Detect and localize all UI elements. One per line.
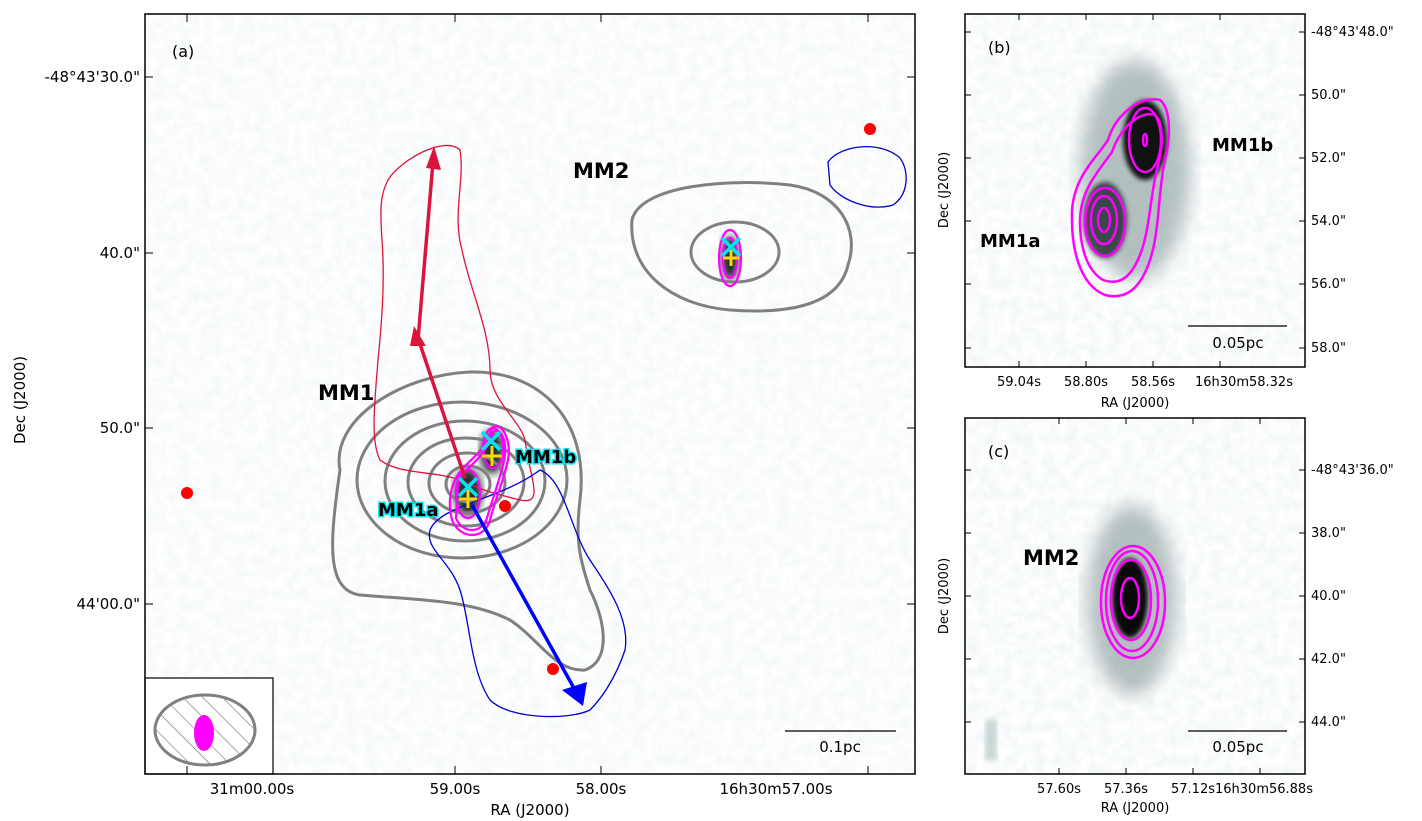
panel-b-xlabel: RA (J2000)	[1101, 396, 1170, 411]
panel-a-noise	[145, 14, 915, 774]
panel-b-y-tick-4: 56.0"	[1311, 277, 1346, 292]
panel-c-x-tick-1: 57.36s	[1104, 782, 1148, 797]
label-mm1b: MM1b	[515, 447, 576, 468]
panel-b-y-tick-5: 58.0"	[1311, 341, 1346, 356]
position-markers	[457, 236, 742, 508]
panel-b-x-tick-2: 58.56s	[1131, 375, 1175, 390]
panel-b-label-mm1a: MM1a	[980, 231, 1041, 252]
panel-a-y-tick-3: 44'00.0"	[76, 595, 140, 613]
panel-a-y-tick-labels: -48°43'30.0" 40.0" 50.0" 44'00.0"	[44, 68, 140, 613]
panel-c-dust-emission	[985, 505, 1177, 760]
panel-b-ticks	[965, 14, 1305, 367]
blue-lobe-contour-2	[827, 146, 907, 208]
panel-c-magenta-contours	[1099, 544, 1167, 660]
panel-a-gray-contours	[331, 370, 605, 672]
blue-lobe-contour	[428, 469, 627, 718]
panel-b-x-tick-0: 59.04s	[997, 375, 1041, 390]
panel-b-y-tick-1: 50.0"	[1311, 88, 1346, 103]
panel-c-label-mm2: MM2	[1023, 546, 1079, 570]
panel-c-x-tick-2: 57.12s	[1171, 782, 1215, 797]
panel-a-x-tick-0: 31m00.00s	[210, 780, 295, 798]
mm1-gray-contour-3	[383, 419, 547, 543]
panel-b-frame	[964, 13, 1306, 368]
panel-c-ticks	[965, 418, 1305, 774]
mm2-gray-contour-1	[630, 181, 853, 313]
panel-a-scalebar-label: 0.1pc	[819, 738, 861, 756]
mm1-gray-contour-2	[355, 400, 569, 560]
panel-a-xlabel: RA (J2000)	[490, 801, 569, 819]
panel-a-label: (a)	[172, 42, 194, 61]
mm1-gray-contour-1	[331, 370, 605, 672]
panel-c-y-tick-4: 44.0"	[1311, 715, 1346, 730]
panel-c-ylabel: Dec (J2000)	[937, 558, 952, 634]
label-mm1a: MM1a	[378, 500, 439, 521]
panel-b-label: (b)	[988, 38, 1011, 57]
panel-a-x-tick-3: 16h30m57.00s	[719, 780, 832, 798]
label-mm1: MM1	[318, 381, 374, 405]
panel-b-y-tick-0: -48°43'48.0"	[1311, 25, 1394, 40]
panel-b-x-tick-3: 16h30m58.32s	[1195, 375, 1293, 390]
panel-c-y-tick-1: 38.0"	[1311, 526, 1346, 541]
panel-a-x-tick-1: 59.00s	[430, 780, 481, 798]
panel-a-x-tick-2: 58.00s	[576, 780, 627, 798]
panel-c-scalebar-label: 0.05pc	[1212, 738, 1263, 756]
mm1-gray-contour-4	[406, 436, 526, 528]
panel-c-y-tick-3: 42.0"	[1311, 652, 1346, 667]
panel-a: MM1 MM1a MM1b MM2 (a) 0.1pc 31m00.00s 59…	[11, 13, 916, 819]
panel-a-frame	[144, 13, 916, 775]
panel-c-xlabel: RA (J2000)	[1101, 801, 1170, 816]
beam-inset	[144, 677, 274, 775]
panel-a-ticks	[145, 14, 915, 774]
panel-a-x-tick-labels: 31m00.00s 59.00s 58.00s 16h30m57.00s	[210, 780, 833, 798]
panel-b-ylabel: Dec (J2000)	[937, 152, 952, 228]
panel-b-dust-emission	[1080, 60, 1190, 280]
mm1-gray-contour-5	[427, 451, 507, 515]
red-lobe-contour	[373, 144, 535, 502]
panel-b-scalebar-label: 0.05pc	[1212, 334, 1263, 352]
panel-c-y-tick-0: -48°43'36.0"	[1311, 463, 1394, 478]
panel-b-label-mm1b: MM1b	[1212, 135, 1273, 156]
panel-b-magenta-contours	[1070, 97, 1171, 298]
panel-b-y-tick-2: 52.0"	[1311, 151, 1346, 166]
panel-c-y-tick-2: 40.0"	[1311, 589, 1346, 604]
panel-a-y-tick-0: -48°43'30.0"	[44, 68, 140, 86]
label-mm2: MM2	[573, 159, 629, 183]
outflow-arrows	[410, 146, 587, 706]
panel-a-y-tick-1: 40.0"	[100, 244, 140, 262]
panel-b-y-tick-3: 54.0"	[1311, 214, 1346, 229]
panel-c-x-tick-0: 57.60s	[1037, 782, 1081, 797]
red-dots	[181, 123, 876, 675]
panel-b-x-tick-1: 58.80s	[1064, 375, 1108, 390]
panel-a-y-tick-2: 50.0"	[100, 419, 140, 437]
panel-c-label: (c)	[988, 442, 1009, 461]
panel-a-ylabel: Dec (J2000)	[11, 356, 29, 444]
panel-b: MM1a MM1b (b) 0.05pc 59.04s 58.80s 58.56…	[937, 13, 1394, 411]
panel-c-x-tick-3: 16h30m56.88s	[1215, 782, 1313, 797]
panel-c: MM2 (c) 0.05pc 57.60s 57.36s 57.12s 16h3…	[937, 417, 1394, 816]
